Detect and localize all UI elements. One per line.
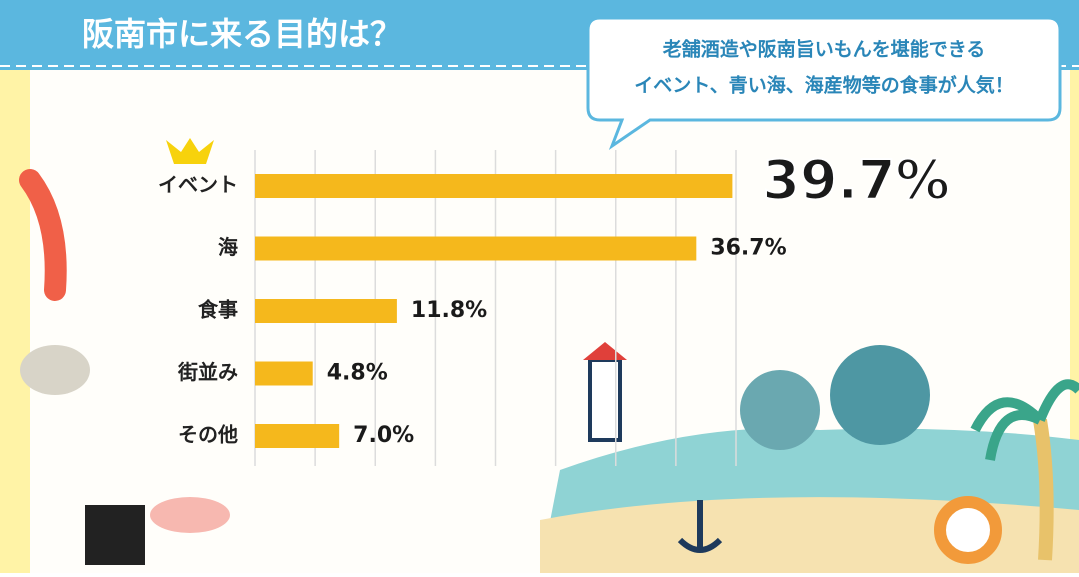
value-label: 4.8% bbox=[327, 361, 388, 386]
palm-trunk bbox=[1040, 420, 1047, 560]
bar bbox=[255, 174, 732, 198]
hill bbox=[740, 370, 820, 450]
annotation-line: 老舗酒造や阪南旨いもんを堪能できる bbox=[663, 38, 986, 61]
y-tick-label: イベント bbox=[158, 173, 238, 197]
sushi-topping bbox=[150, 497, 230, 533]
value-label: 7.0% bbox=[353, 423, 414, 448]
annotation-line: イベント、青い海、海産物等の食事が人気！ bbox=[634, 74, 1014, 97]
infographic: 阪南市に来る目的は？ 老舗酒造や阪南旨いもんを堪能できる イベント、青い海、海産… bbox=[0, 0, 1079, 573]
bar bbox=[255, 362, 313, 386]
y-tick-label: 海 bbox=[218, 235, 238, 259]
bar bbox=[255, 237, 696, 261]
bar bbox=[255, 299, 397, 323]
value-label: 39.7% bbox=[762, 149, 949, 212]
float-ring bbox=[940, 502, 996, 558]
hill bbox=[830, 345, 930, 445]
sushi bbox=[85, 505, 145, 565]
bar bbox=[255, 424, 339, 448]
y-tick-label: その他 bbox=[178, 423, 238, 447]
y-tick-label: 街並み bbox=[177, 360, 238, 384]
y-tick-label: 食事 bbox=[198, 298, 238, 322]
chart-title: 阪南市に来る目的は？ bbox=[82, 15, 402, 53]
value-label: 36.7% bbox=[710, 236, 786, 261]
value-label: 11.8% bbox=[411, 298, 487, 323]
oyster bbox=[20, 345, 90, 395]
